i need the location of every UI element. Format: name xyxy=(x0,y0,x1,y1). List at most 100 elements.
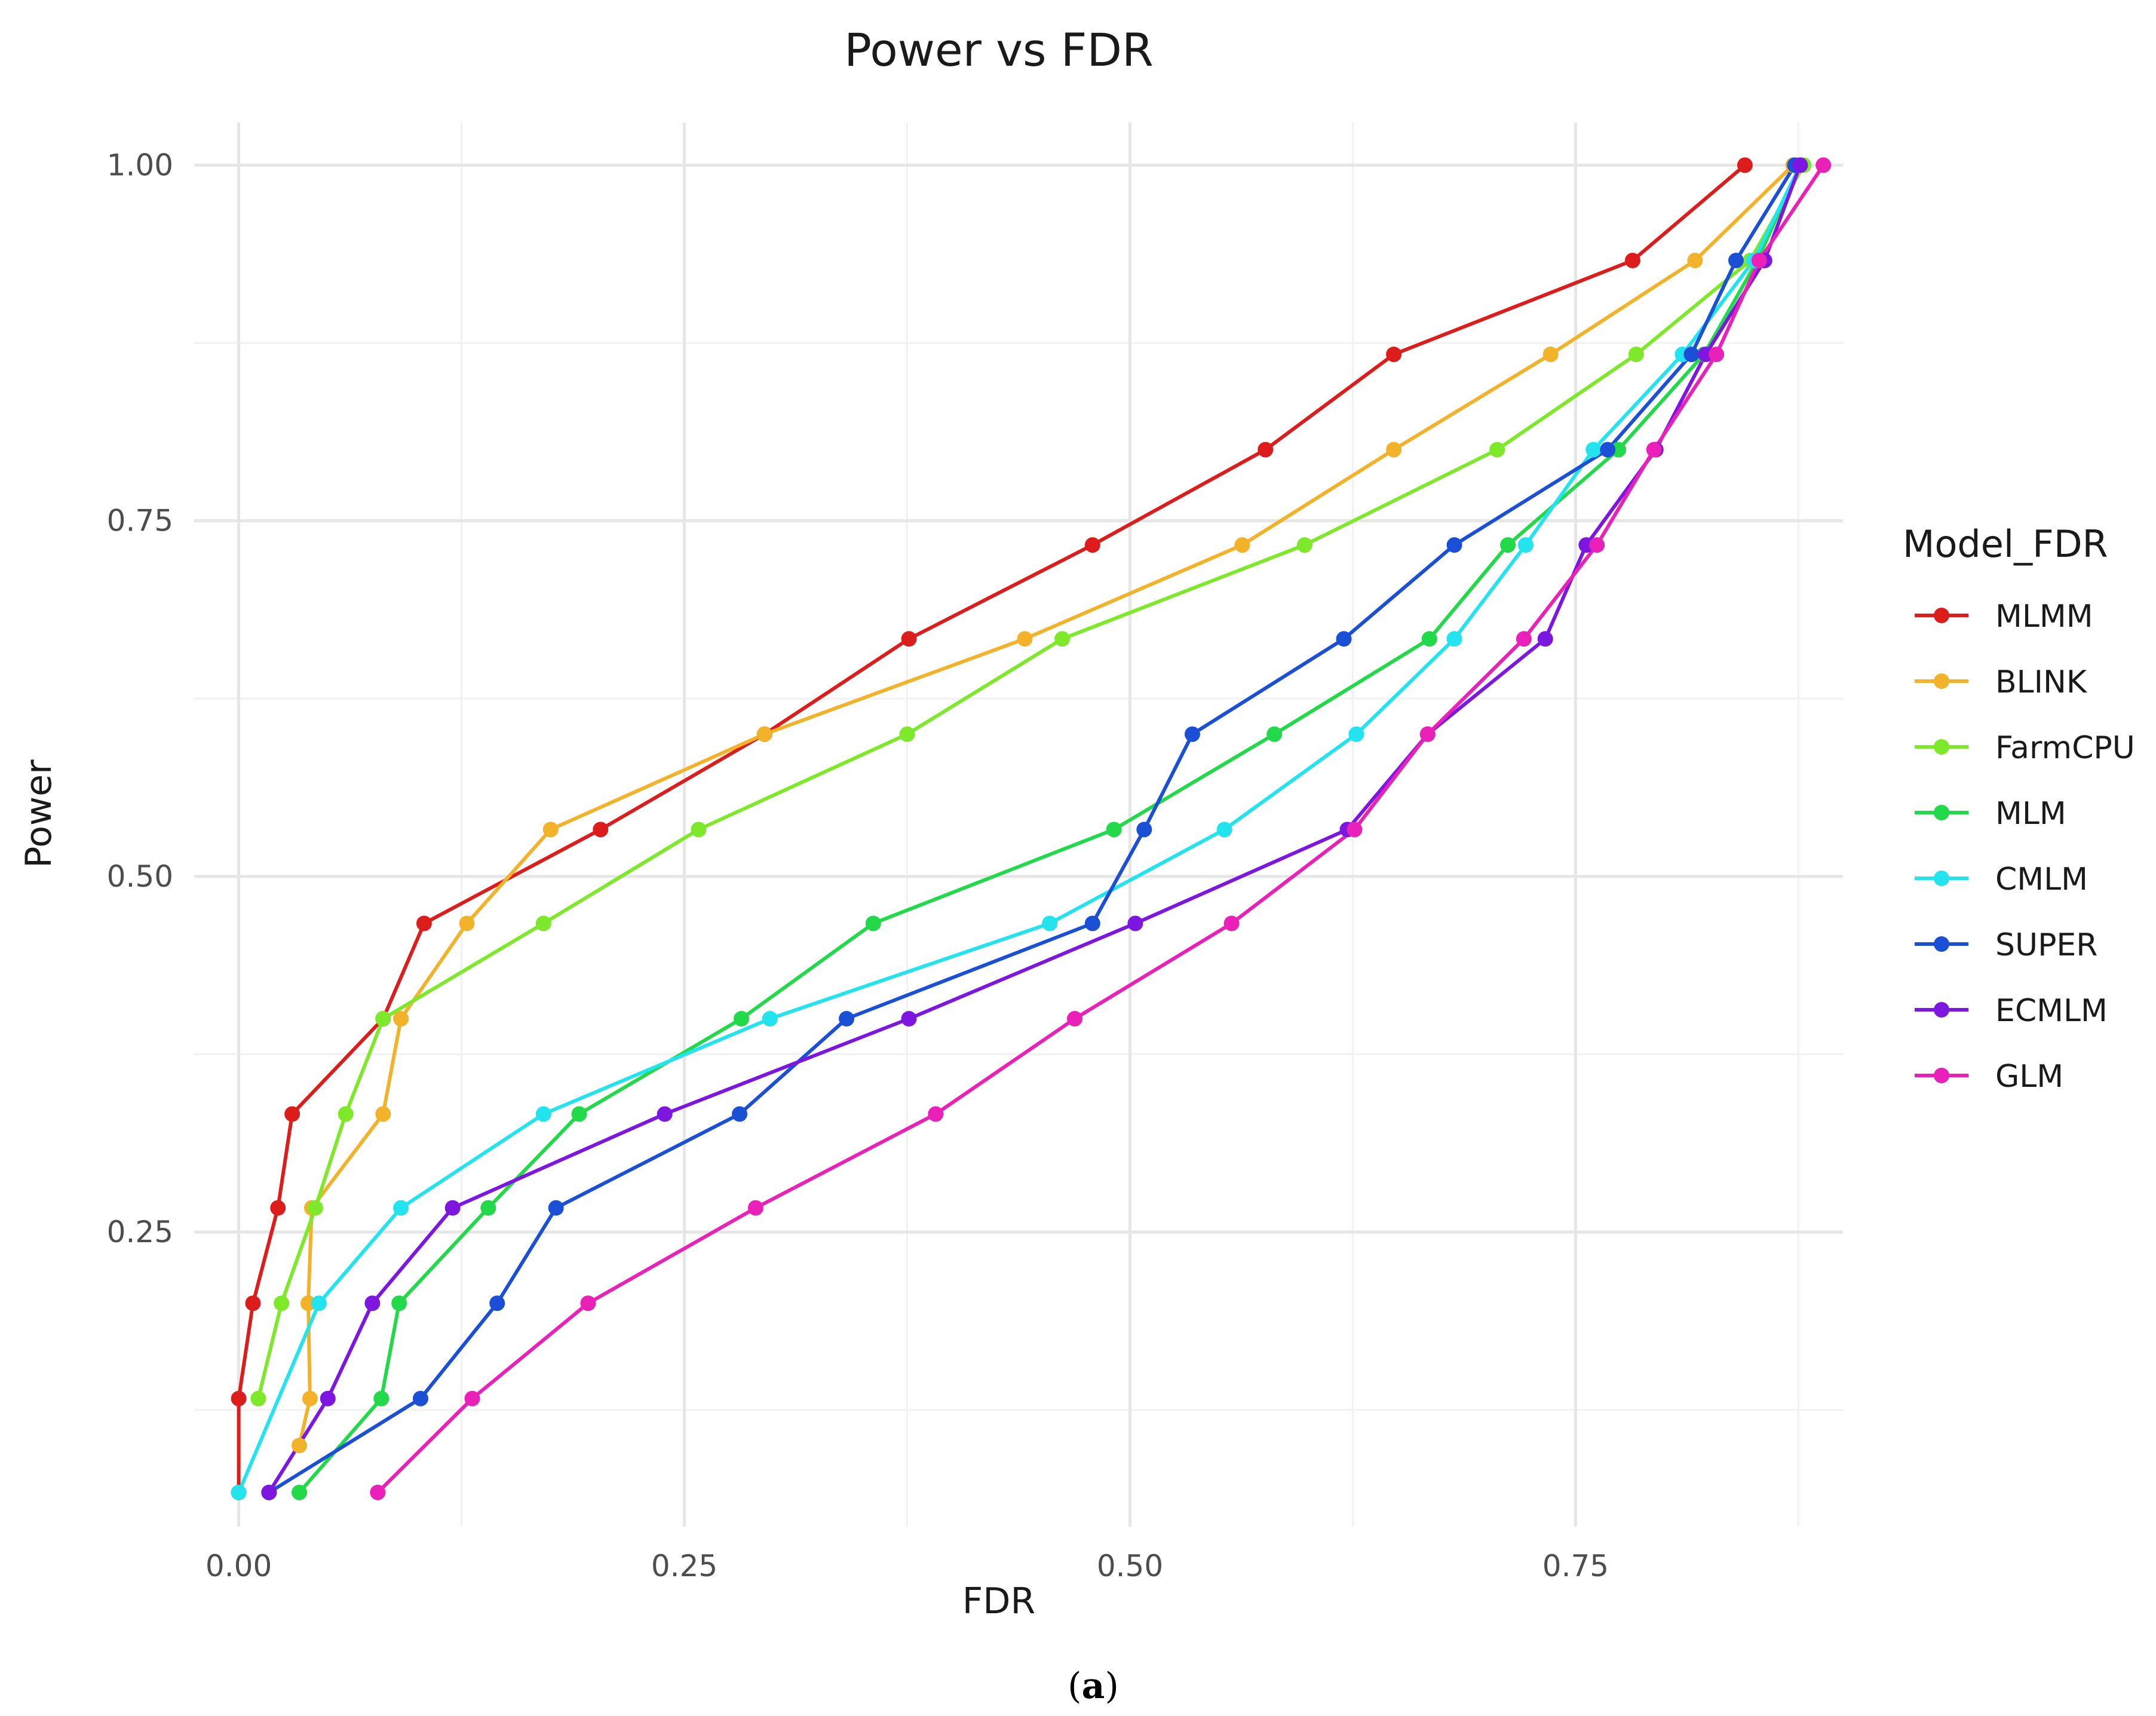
data-point-cmlm xyxy=(231,1484,247,1500)
data-point-farmcpu xyxy=(250,1390,266,1406)
data-point-farmcpu xyxy=(307,1200,323,1216)
data-point-mlmm xyxy=(593,822,609,838)
legend-label-mlm: MLM xyxy=(1995,796,2066,832)
data-point-blink xyxy=(756,726,772,742)
data-point-ecmlm xyxy=(901,1011,917,1026)
data-point-glm xyxy=(1223,915,1240,931)
data-point-ecmlm xyxy=(261,1484,277,1500)
legend-label-cmlm: CMLM xyxy=(1995,862,2088,897)
data-point-ecmlm xyxy=(1792,157,1808,173)
series-line-farmcpu xyxy=(256,164,1806,1399)
legend-key-point-blink xyxy=(1934,673,1949,689)
y-axis-label: Power xyxy=(18,759,60,868)
y-tick-label: 1.00 xyxy=(107,148,173,182)
legend-label-ecmlm: ECMLM xyxy=(1995,993,2108,1029)
data-point-mlmm xyxy=(1737,157,1753,173)
legend-items: MLMM BLINK FarmCPU MLM CMLM SUPER ECMLM GLM xyxy=(1915,599,2135,1095)
data-point-farmcpu xyxy=(899,726,915,742)
data-point-ecmlm xyxy=(364,1295,381,1311)
data-point-mlm xyxy=(1106,822,1122,838)
data-point-farmcpu xyxy=(1296,537,1312,553)
series-line-ecmlm xyxy=(267,164,1802,1494)
data-point-cmlm xyxy=(762,1011,778,1026)
series-line-blink xyxy=(298,164,1795,1446)
legend-key-point-ecmlm xyxy=(1934,1002,1949,1018)
data-point-mlmm xyxy=(270,1200,286,1216)
data-point-glm xyxy=(1589,537,1605,553)
data-point-farmcpu xyxy=(1628,347,1644,363)
data-point-cmlm xyxy=(1517,537,1534,553)
series-line-super xyxy=(268,164,1796,1494)
data-point-mlm xyxy=(292,1484,308,1500)
data-point-glm xyxy=(747,1200,763,1216)
legend-item-cmlm: CMLM xyxy=(1915,862,2088,897)
data-point-mlm xyxy=(1421,631,1437,647)
data-point-super xyxy=(1728,252,1744,268)
data-point-super xyxy=(1184,726,1200,742)
data-point-mlmm xyxy=(1386,347,1402,363)
y-tick-label: 0.25 xyxy=(107,1215,173,1249)
data-point-blink xyxy=(1017,631,1033,647)
data-point-blink xyxy=(393,1011,409,1026)
data-point-glm xyxy=(1815,157,1832,173)
data-point-mlm xyxy=(1500,537,1516,553)
data-point-mlm xyxy=(391,1295,407,1311)
data-point-farmcpu xyxy=(338,1106,354,1122)
legend-item-farmcpu: FarmCPU xyxy=(1915,730,2135,766)
data-point-glm xyxy=(1646,442,1662,458)
data-point-mlm xyxy=(1266,726,1283,742)
data-point-mlm xyxy=(865,915,881,931)
legend-item-mlmm: MLMM xyxy=(1915,599,2093,635)
data-point-glm xyxy=(1751,252,1767,268)
data-point-ecmlm xyxy=(444,1200,461,1216)
data-point-blink xyxy=(1234,537,1250,553)
data-point-mlm xyxy=(571,1106,587,1122)
data-point-cmlm xyxy=(311,1295,327,1311)
legend-item-ecmlm: ECMLM xyxy=(1915,993,2108,1029)
legend-label-glm: GLM xyxy=(1995,1059,2063,1095)
data-point-super xyxy=(412,1390,428,1406)
legend-label-farmcpu: FarmCPU xyxy=(1995,730,2135,766)
data-point-glm xyxy=(580,1295,596,1311)
data-point-blink xyxy=(459,915,475,931)
data-point-mlmm xyxy=(1084,537,1100,553)
data-point-blink xyxy=(375,1106,391,1122)
data-point-cmlm xyxy=(1585,442,1602,458)
series-lines xyxy=(237,164,1825,1494)
x-axis-ticks: 0.00 0.25 0.50 0.75 xyxy=(206,1549,1609,1583)
y-tick-label: 0.50 xyxy=(107,859,173,894)
legend-item-mlm: MLM xyxy=(1915,796,2066,832)
data-point-super xyxy=(732,1106,748,1122)
legend-item-blink: BLINK xyxy=(1915,664,2088,700)
data-point-glm xyxy=(370,1484,386,1500)
data-point-farmcpu xyxy=(1489,442,1505,458)
x-tick-label: 0.00 xyxy=(206,1549,272,1583)
data-point-blink xyxy=(542,822,559,838)
data-point-super xyxy=(489,1295,505,1311)
data-point-glm xyxy=(1516,631,1532,647)
data-point-mlm xyxy=(734,1011,750,1026)
x-tick-label: 0.50 xyxy=(1097,1549,1163,1583)
caption-close-paren: ) xyxy=(1105,1665,1118,1707)
data-point-blink xyxy=(292,1438,308,1454)
data-point-mlm xyxy=(1611,442,1627,458)
data-point-super xyxy=(1446,537,1462,553)
data-point-ecmlm xyxy=(1127,915,1143,931)
data-point-blink xyxy=(1542,347,1559,363)
legend-key-point-glm xyxy=(1934,1068,1949,1083)
data-point-farmcpu xyxy=(535,915,551,931)
data-points xyxy=(231,157,1832,1500)
data-point-mlmm xyxy=(245,1295,261,1311)
series-line-mlmm xyxy=(237,164,1746,1493)
data-point-mlmm xyxy=(901,631,917,647)
data-point-super xyxy=(1336,631,1352,647)
legend-item-super: SUPER xyxy=(1915,927,2097,963)
data-point-blink xyxy=(300,1295,316,1311)
data-point-glm xyxy=(1066,1011,1082,1026)
data-point-blink xyxy=(1386,442,1402,458)
legend-label-super: SUPER xyxy=(1995,927,2097,963)
legend-key-point-mlmm xyxy=(1934,608,1949,623)
data-point-mlmm xyxy=(1624,252,1640,268)
grid-lines xyxy=(194,122,1843,1527)
